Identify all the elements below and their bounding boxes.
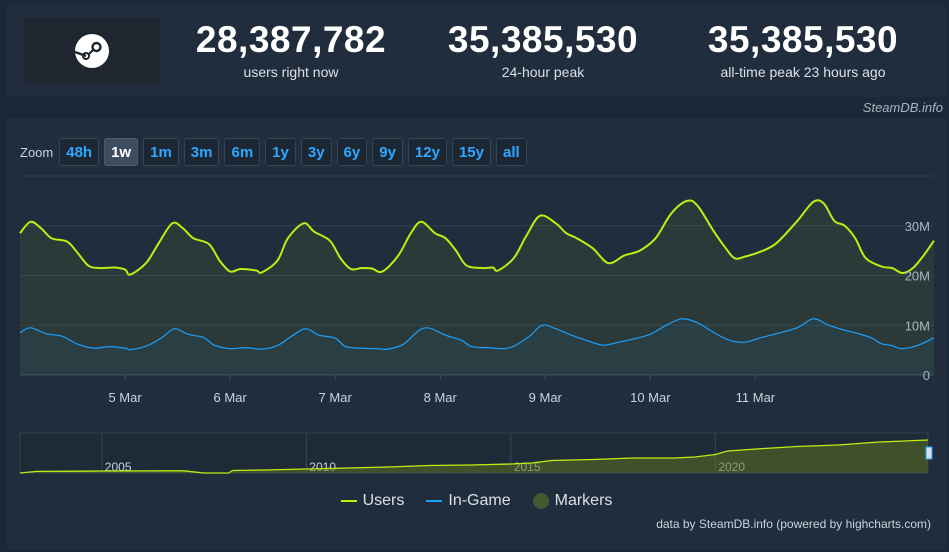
y-tick-label: 10M bbox=[905, 318, 930, 333]
y-tick-label: 30M bbox=[905, 219, 930, 234]
stat-all-time-peak-label: all-time peak 23 hours ago bbox=[720, 64, 886, 80]
zoom-button-15y[interactable]: 15y bbox=[451, 138, 491, 166]
player-count-chart: 30M 20M 10M 0 5 Mar 6 Mar 7 Mar 8 Mar 9 Mar 10 Ma… bbox=[19, 175, 935, 474]
stat-current: 28,387,782 users right now bbox=[182, 19, 400, 81]
zoom-button-12y[interactable]: 12y bbox=[407, 138, 447, 166]
navigator-area bbox=[20, 440, 928, 473]
zoom-selector: Zoom 48h 1w 1m 3m 6m 1y 3y 6y 9y 12y 15y all bbox=[20, 138, 532, 166]
series-line-in-game bbox=[19, 318, 935, 351]
highcharts-credit-link[interactable]: data by SteamDB.info (powered by highcha… bbox=[656, 517, 931, 531]
y-tick-label: 0 bbox=[923, 368, 930, 383]
logo-box bbox=[24, 18, 160, 83]
legend-markers-swatch bbox=[532, 493, 549, 509]
chart-legend: Users In-Game Markers bbox=[6, 492, 947, 510]
legend-item-users[interactable]: Users bbox=[340, 492, 405, 510]
series-line-users bbox=[19, 199, 935, 276]
stat-all-time-peak: 35,385,530 all-time peak 23 hours ago bbox=[689, 19, 917, 81]
legend-users-swatch bbox=[340, 500, 357, 502]
stat-all-time-peak-value: 35,385,530 bbox=[707, 19, 899, 60]
zoom-button-1m[interactable]: 1m bbox=[143, 138, 179, 166]
zoom-button-1y[interactable]: 1y bbox=[265, 138, 296, 166]
legend-users-label: Users bbox=[362, 492, 405, 509]
navigator-line bbox=[19, 439, 929, 474]
zoom-button-1w[interactable]: 1w bbox=[104, 138, 139, 166]
series-area-users bbox=[20, 200, 934, 375]
zoom-button-group: 48h 1w 1m 3m 6m 1y 3y 6y 9y 12y 15y all bbox=[59, 138, 531, 166]
steamdb-credit-link[interactable]: SteamDB.info bbox=[862, 100, 943, 115]
x-tick-label: 10 Mar bbox=[630, 390, 671, 405]
legend-item-in-game[interactable]: In-Game bbox=[426, 492, 511, 510]
x-tick-label: 8 Mar bbox=[424, 390, 458, 405]
zoom-button-6y[interactable]: 6y bbox=[336, 138, 368, 166]
legend-item-markers[interactable]: Markers bbox=[532, 492, 613, 510]
zoom-button-3m[interactable]: 3m bbox=[183, 138, 220, 166]
steam-logo-icon bbox=[74, 33, 109, 68]
zoom-button-6m[interactable]: 6m bbox=[224, 138, 261, 166]
y-tick-label: 20M bbox=[905, 269, 930, 284]
stat-24h-peak-value: 35,385,530 bbox=[447, 19, 639, 60]
chart-panel: Zoom 48h 1w 1m 3m 6m 1y 3y 6y 9y 12y 15y all 30M 20M… bbox=[6, 118, 947, 550]
x-tick-label: 6 Mar bbox=[213, 390, 247, 405]
legend-in-game-swatch bbox=[426, 500, 443, 502]
zoom-button-48h[interactable]: 48h bbox=[59, 138, 100, 166]
legend-markers-label: Markers bbox=[554, 492, 613, 509]
x-tick-label: 11 Mar bbox=[736, 390, 776, 405]
x-tick-label: 7 Mar bbox=[319, 390, 353, 405]
stat-current-value: 28,387,782 bbox=[195, 19, 387, 60]
zoom-button-9y[interactable]: 9y bbox=[372, 138, 403, 166]
series-area-in-game bbox=[20, 318, 934, 375]
x-tick-label: 5 Mar bbox=[108, 390, 142, 405]
navigator-handle[interactable] bbox=[925, 446, 933, 460]
zoom-button-3y[interactable]: 3y bbox=[300, 138, 332, 166]
stat-24h-peak-label: 24-hour peak bbox=[501, 64, 585, 80]
stat-current-label: users right now bbox=[243, 64, 339, 80]
legend-in-game-label: In-Game bbox=[448, 492, 511, 509]
zoom-label: Zoom bbox=[20, 144, 54, 160]
stats-panel: 28,387,782 users right now 35,385,530 24… bbox=[6, 4, 947, 97]
zoom-button-all[interactable]: all bbox=[495, 138, 527, 166]
stat-24h-peak: 35,385,530 24-hour peak bbox=[434, 19, 652, 81]
x-tick-label: 9 Mar bbox=[529, 390, 563, 405]
